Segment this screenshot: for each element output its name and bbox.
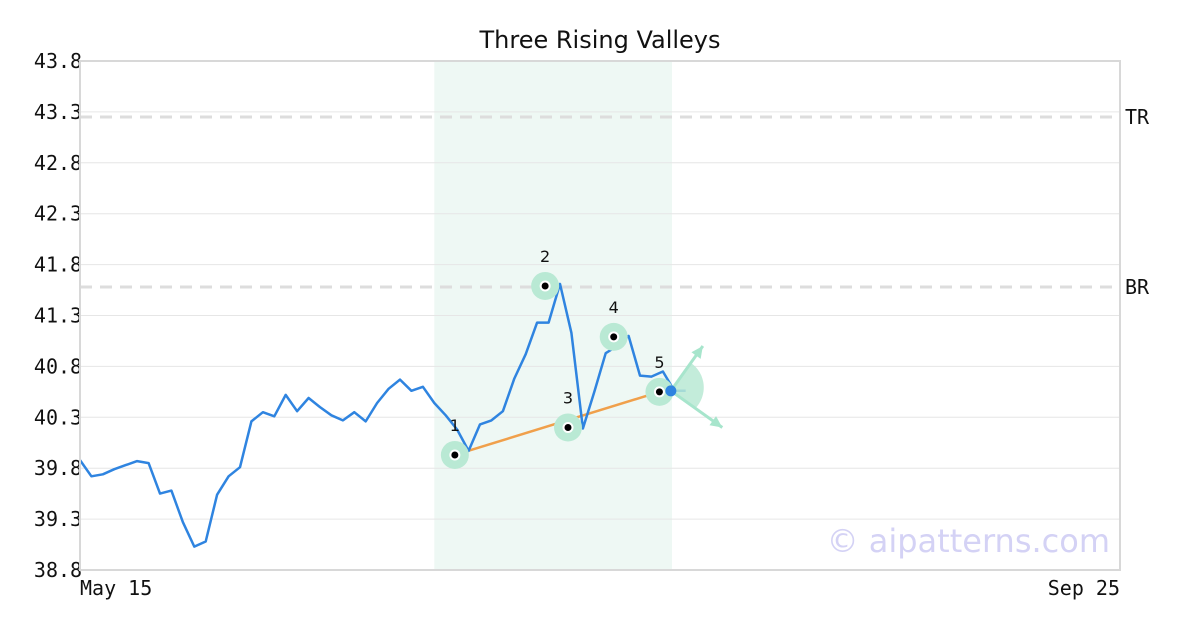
y-tick-label: 39.3: [34, 507, 82, 531]
watermark: © aipatterns.com: [827, 522, 1110, 560]
y-tick-label: 42.3: [34, 202, 82, 226]
y-tick-label: 41.3: [34, 304, 82, 328]
pattern-point-dot: [541, 282, 549, 290]
y-tick-label: 43.3: [34, 100, 82, 124]
series-layer: [78, 282, 686, 548]
pattern-point-label: 4: [609, 298, 619, 317]
y-tick-label: 43.8: [34, 49, 82, 73]
level-label-tr: TR: [1125, 105, 1150, 129]
y-tick-label: 41.8: [34, 253, 82, 277]
y-tick-label: 40.3: [34, 405, 82, 429]
y-tick-label: 40.8: [34, 354, 82, 378]
projection-arrow-down-head: [709, 416, 723, 428]
pattern-markers: 1 2 3 4 5: [440, 247, 674, 469]
chart-title: Three Rising Valleys: [478, 26, 720, 54]
levels: TR BR: [80, 105, 1150, 299]
pattern-point-label: 3: [563, 388, 573, 407]
projection-fan: [670, 362, 704, 409]
y-tick-label: 38.8: [34, 558, 82, 582]
pattern-point-dot: [655, 388, 663, 396]
x-axis: May 15 Sep 25: [80, 576, 1120, 600]
y-tick-label: 39.8: [34, 456, 82, 480]
pattern-point-dot: [451, 451, 459, 459]
x-tick-label: Sep 25: [1048, 576, 1120, 600]
level-label-br: BR: [1125, 275, 1150, 299]
pattern-point-label: 2: [540, 247, 550, 266]
pattern-point-dot: [610, 333, 618, 341]
plot-frame: [79, 60, 1121, 571]
projection-arrow-up-head: [691, 346, 703, 359]
y-tick-label: 42.8: [34, 151, 82, 175]
pattern-point-dot: [564, 423, 572, 431]
current-price-dot: [665, 385, 677, 397]
price-line: [78, 282, 686, 548]
pattern-point-label: 1: [450, 416, 460, 435]
x-tick-label: May 15: [80, 576, 152, 600]
pattern-point-label: 5: [654, 353, 664, 372]
projection: [665, 345, 724, 429]
y-axis: 38.8 39.3 39.8 40.3 40.8 41.3 41.8 42.3 42.8 43.3…: [34, 49, 82, 582]
